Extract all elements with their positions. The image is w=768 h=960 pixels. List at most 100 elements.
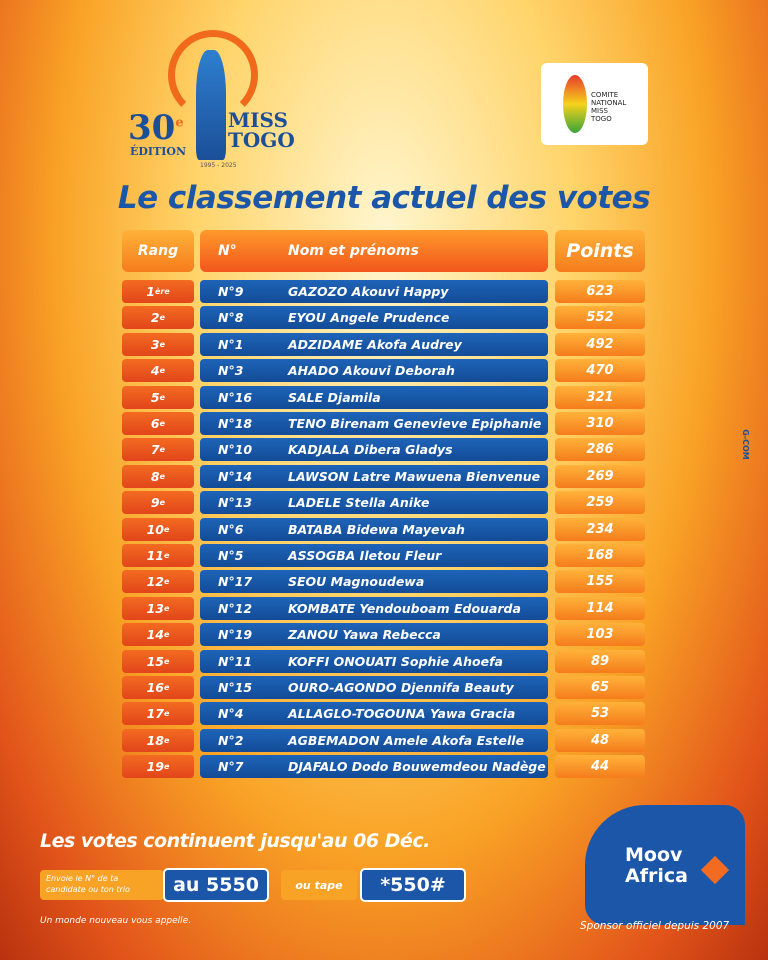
points: 89 — [555, 649, 645, 673]
brand: MISS TOGO — [228, 110, 295, 150]
candidate-number: N°7 — [218, 759, 244, 775]
candidate-number: N°19 — [218, 627, 253, 643]
rank-suffix: e — [163, 603, 170, 613]
rank-suffix: e — [159, 366, 166, 376]
rank-cell: 16 e — [122, 676, 194, 699]
rank-cell: 14 e — [122, 623, 194, 647]
edition-word: ÉDITION — [130, 145, 187, 158]
agency: G-COM — [740, 429, 750, 460]
points: 623 — [555, 280, 645, 303]
rank: 16 — [146, 680, 164, 695]
candidate-name: AHADO Akouvi Deborah — [288, 363, 455, 379]
rank-suffix: e — [159, 313, 166, 323]
title: Le classement actuel des votes — [117, 180, 651, 216]
rank-cell: 12 e — [122, 570, 194, 594]
deadline: Les votes continuent jusqu'au 06 Déc. — [40, 830, 430, 852]
name-cell: N°18 TENO Birenam Genevieve Epiphanie — [200, 412, 548, 435]
candidate-number: N°4 — [218, 706, 244, 722]
rank-suffix: e — [163, 762, 170, 772]
points: 155 — [555, 570, 645, 594]
candidate-name: ZANOU Yawa Rebecca — [288, 627, 441, 643]
candidate-number: N°9 — [218, 284, 244, 299]
name-cell: N°9 GAZOZO Akouvi Happy — [200, 280, 548, 303]
candidate-number: N°11 — [218, 653, 253, 669]
rank-cell: 19 e — [122, 755, 194, 779]
rank-suffix: e — [159, 392, 166, 402]
name-cell: N°10 KADJALA Dibera Gladys — [200, 438, 548, 462]
header-number: N° — [218, 243, 237, 259]
candidate-name: ALLAGLO-TOGOUNA Yawa Gracia — [288, 706, 516, 722]
rank-cell: 10 e — [122, 517, 194, 541]
points: 269 — [555, 464, 645, 488]
edition-num: 30 — [128, 108, 176, 148]
committee-logo: COMITE NATIONAL MISS TOGO — [541, 63, 648, 145]
candidate-number: N°18 — [218, 416, 253, 431]
candidate-name: LAWSON Latre Mawuena Bienvenue — [288, 468, 541, 484]
rank-suffix: e — [163, 656, 170, 666]
logo-figure — [196, 50, 226, 160]
name-cell: N°13 LADELE Stella Anike — [200, 491, 548, 515]
name-cell: N°8 EYOU Angele Prudence — [200, 306, 548, 330]
rank-suffix: e — [163, 709, 170, 719]
moov-line: Moov — [625, 844, 683, 866]
ussd-code: *550# — [360, 868, 466, 902]
name-cell: N°12 KOMBATE Yendouboam Edouarda — [200, 596, 548, 620]
candidate-number: N°8 — [218, 310, 244, 326]
rank-suffix: e — [163, 577, 170, 587]
name-cell: N°7 DJAFALO Dodo Bouwemdeou Nadège — [200, 755, 548, 779]
rank: 17 — [146, 706, 164, 722]
rank: 2 — [150, 310, 160, 326]
committee-line: MISS — [591, 107, 608, 115]
points: 286 — [555, 438, 645, 462]
sponsor-since: Sponsor officiel depuis 2007 — [580, 920, 730, 932]
points: 53 — [555, 702, 645, 726]
points: 310 — [555, 412, 645, 435]
rank: 11 — [146, 548, 164, 563]
sms-number: au 5550 — [163, 868, 269, 902]
rank-suffix: e — [159, 498, 166, 508]
points: 168 — [555, 544, 645, 567]
rank: 1 — [146, 284, 155, 299]
rank: 3 — [150, 336, 160, 352]
candidate-name: SEOU Magnoudewa — [288, 574, 425, 590]
committee-line: COMITE — [591, 91, 619, 99]
moov-line: Africa — [625, 865, 688, 887]
points: 48 — [555, 728, 645, 752]
rank-suffix: ère — [154, 287, 170, 296]
name-cell: N°1 ADZIDAME Akofa Audrey — [200, 332, 548, 356]
candidate-name: AGBEMADON Amele Akofa Estelle — [288, 732, 525, 748]
candidate-number: N°15 — [218, 680, 253, 695]
name-cell: N°16 SALE Djamila — [200, 385, 548, 409]
edition-number: 30e — [128, 108, 184, 148]
header-points: Points — [555, 230, 645, 272]
candidate-name: LADELE Stella Anike — [288, 495, 430, 511]
rank-cell: 1 ère — [122, 280, 194, 303]
rank: 12 — [146, 574, 164, 590]
candidate-number: N°5 — [218, 548, 244, 563]
candidate-name: ADZIDAME Akofa Audrey — [288, 336, 462, 352]
points: 114 — [555, 596, 645, 620]
rank: 9 — [150, 495, 160, 511]
candidate-name: SALE Djamila — [288, 389, 381, 405]
slogan: Un monde nouveau vous appelle. — [40, 916, 192, 926]
candidate-name: KADJALA Dibera Gladys — [288, 442, 453, 458]
rank-suffix: e — [163, 683, 170, 692]
logo-ring — [168, 30, 258, 120]
candidate-number: N°14 — [218, 468, 253, 484]
name-cell: N°3 AHADO Akouvi Deborah — [200, 359, 548, 383]
rank-cell: 11 e — [122, 544, 194, 567]
candidate-name: EYOU Angele Prudence — [288, 310, 450, 326]
name-cell: N°15 OURO-AGONDO Djennifa Beauty — [200, 676, 548, 699]
points: 492 — [555, 332, 645, 356]
rank-suffix: e — [163, 630, 170, 640]
edition-sup: e — [175, 115, 184, 131]
points: 103 — [555, 623, 645, 647]
candidate-number: N°13 — [218, 495, 253, 511]
